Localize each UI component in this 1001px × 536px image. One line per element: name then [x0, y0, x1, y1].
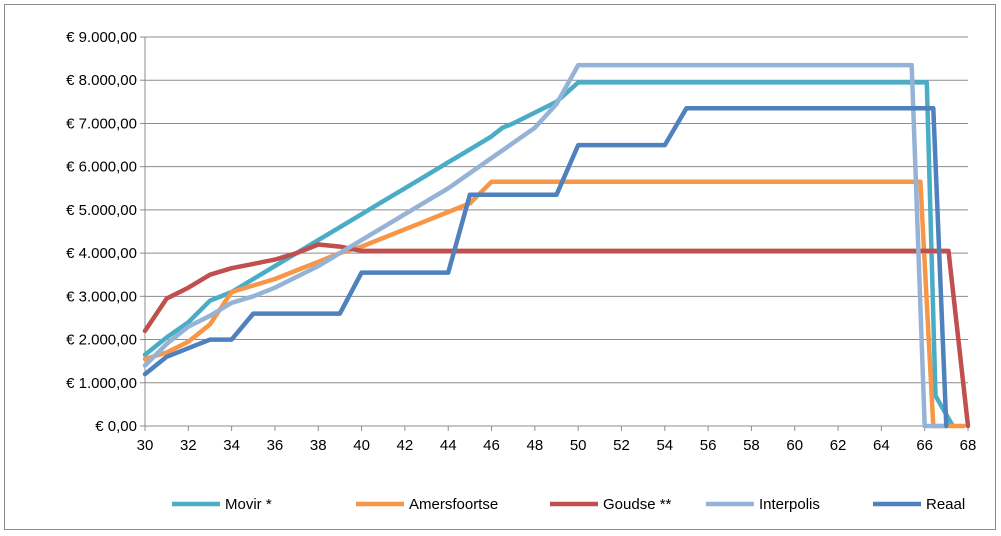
series-line-movir	[142, 80, 956, 429]
y-tick-label: € 5.000,00	[66, 202, 137, 219]
series-line-amersfoortse	[142, 179, 966, 429]
x-tick-label: 54	[656, 437, 673, 454]
x-tick-label: 44	[440, 437, 457, 454]
gridlines	[145, 36, 968, 384]
x-tick-label: 40	[353, 437, 370, 454]
tick-labels: € 0,00 € 1.000,00 € 2.000,00 € 3.000,00 € 4.…	[66, 29, 976, 454]
legend-label: Movir *	[225, 496, 272, 513]
x-tick-label: 46	[483, 437, 500, 454]
y-tick-label: € 3.000,00	[66, 288, 137, 305]
x-tick-label: 56	[700, 437, 717, 454]
x-tick-label: 68	[960, 437, 977, 454]
series-line-reaal	[142, 106, 949, 429]
x-tick-label: 50	[570, 437, 587, 454]
y-tick-label: € 6.000,00	[66, 159, 137, 176]
y-tick-label: € 0,00	[95, 418, 137, 435]
y-tick-label: € 1.000,00	[66, 375, 137, 392]
y-tick-label: € 4.000,00	[66, 245, 137, 262]
legend: Movir * Amersfoortse Goudse ** Interpolis Re…	[172, 496, 965, 513]
series-line-goudse	[142, 242, 971, 429]
x-tick-label: 62	[830, 437, 847, 454]
x-tick-label: 60	[786, 437, 803, 454]
x-tick-label: 34	[223, 437, 240, 454]
x-tick-label: 58	[743, 437, 760, 454]
x-tick-label: 36	[267, 437, 284, 454]
y-tick-label: € 8.000,00	[66, 72, 137, 89]
x-tick-label: 38	[310, 437, 327, 454]
x-tick-label: 52	[613, 437, 630, 454]
x-tick-label: 48	[526, 437, 543, 454]
x-tick-label: 32	[180, 437, 197, 454]
series-lines	[142, 62, 971, 429]
x-tick-label: 64	[873, 437, 890, 454]
y-tick-label: € 9.000,00	[66, 29, 137, 46]
legend-label: Goudse **	[603, 496, 672, 513]
legend-label: Interpolis	[759, 496, 820, 513]
y-tick-label: € 7.000,00	[66, 115, 137, 132]
y-tick-label: € 2.000,00	[66, 332, 137, 349]
axes	[140, 36, 969, 431]
legend-label: Reaal	[926, 496, 965, 513]
x-tick-label: 30	[137, 437, 154, 454]
chart-frame	[4, 4, 996, 530]
x-tick-label: 66	[916, 437, 933, 454]
x-tick-label: 42	[397, 437, 414, 454]
legend-label: Amersfoortse	[409, 496, 498, 513]
series-line-interpolis	[142, 62, 949, 429]
